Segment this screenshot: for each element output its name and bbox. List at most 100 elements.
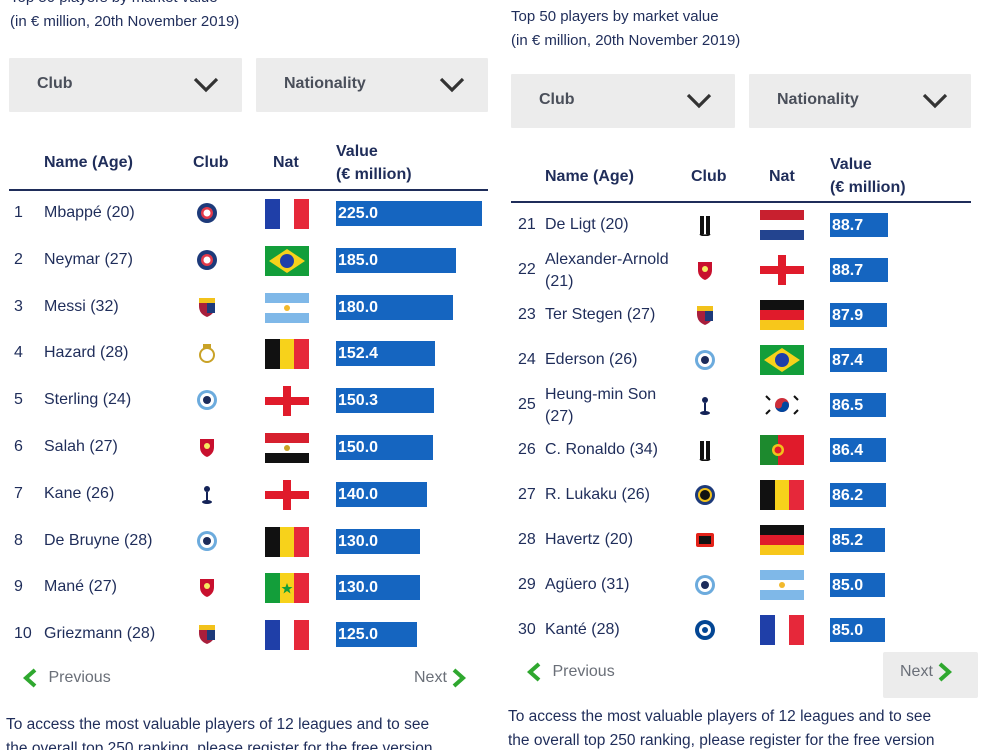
club-filter-dropdown[interactable]: Club [9, 58, 242, 112]
value-label: 185.0 [338, 251, 379, 269]
chevron-down-icon [439, 77, 465, 93]
player-name[interactable]: Kane (26) [44, 484, 115, 502]
flag-south-korea-icon [760, 390, 804, 420]
footnote-line-1: To access the most valuable players of 1… [508, 708, 932, 725]
row-rank: 28 [518, 531, 536, 548]
row-rank: 2 [14, 250, 23, 268]
player-name[interactable]: Havertz (20) [545, 529, 685, 551]
flag-france-icon [265, 620, 309, 651]
row-rank: 27 [518, 486, 536, 503]
previous-button[interactable]: Previous [526, 661, 615, 683]
table-row: 25 Heung-min Son (27) 86.5 [500, 383, 1000, 428]
player-name[interactable]: De Ligt (20) [545, 214, 685, 236]
player-name-line-1: Heung-min Son [545, 386, 657, 403]
player-name[interactable]: Ter Stegen (27) [545, 304, 685, 326]
flag-belgium-icon [760, 480, 804, 510]
value-bar: 87.9 [830, 303, 887, 327]
player-name[interactable]: Alexander-Arnold (21) [545, 249, 685, 293]
table-row: 2 Neymar (27) 185.0 [0, 238, 500, 284]
player-name[interactable]: Messi (32) [44, 297, 119, 315]
row-rank: 24 [518, 351, 536, 368]
table-row: 24 Ederson (26) 87.4 [500, 338, 1000, 383]
value-label: 125.0 [338, 626, 379, 644]
player-name[interactable]: Griezmann (28) [44, 625, 156, 643]
player-name[interactable]: Hazard (28) [44, 344, 129, 362]
column-header-club: Club [691, 168, 727, 185]
nationality-filter-label: Nationality [284, 75, 366, 92]
club-filter-label: Club [539, 91, 575, 108]
flag-brazil-icon [265, 245, 309, 276]
juventus-crest-icon [694, 214, 716, 237]
liverpool-crest-icon [196, 576, 218, 598]
player-name[interactable]: Ederson (26) [545, 349, 685, 371]
nationality-filter-dropdown[interactable]: Nationality [749, 74, 971, 128]
value-bar: 85.0 [830, 573, 885, 597]
header-divider [9, 189, 488, 191]
flag-argentina-icon [265, 292, 309, 323]
player-name[interactable]: Heung-min Son (27) [545, 384, 685, 428]
value-label: 88.7 [832, 262, 864, 279]
player-name-line-1: R. Lukaku (26) [545, 486, 650, 503]
barcelona-crest-icon [196, 623, 218, 645]
player-name[interactable]: Mané (27) [44, 578, 117, 596]
value-bar: 130.0 [336, 528, 420, 554]
leverkusen-crest-icon [694, 529, 716, 551]
row-rank: 1 [14, 204, 23, 221]
nationality-filter-label: Nationality [777, 91, 859, 108]
nationality-filter-dropdown[interactable]: Nationality [256, 58, 488, 112]
previous-label: Previous [552, 663, 615, 681]
row-rank: 25 [518, 396, 536, 413]
value-label: 85.0 [832, 577, 864, 594]
flag-egypt-icon [265, 433, 309, 463]
flag-england-icon [265, 479, 309, 510]
panel-subtitle: (in € million, 20th November 2019) [10, 13, 240, 30]
man-city-crest-icon [196, 530, 218, 552]
player-name[interactable]: C. Ronaldo (34) [545, 439, 685, 461]
man-city-crest-icon [694, 349, 716, 371]
next-button[interactable]: Next [883, 652, 978, 698]
column-header-name: Name (Age) [44, 154, 133, 171]
column-header-value: Value [336, 143, 378, 160]
row-rank: 29 [518, 576, 536, 593]
tottenham-crest-icon [694, 394, 716, 416]
flag-germany-icon [760, 525, 804, 555]
player-name-line-2: (21) [545, 273, 574, 290]
value-bar: 225.0 [336, 201, 482, 226]
table-row: 8 De Bruyne (28) 130.0 [0, 519, 500, 565]
club-filter-dropdown[interactable]: Club [511, 74, 735, 128]
chevron-left-icon [22, 668, 37, 688]
flag-portugal-icon [760, 435, 804, 465]
next-label: Next [900, 663, 933, 681]
psg-crest-icon [196, 249, 218, 271]
previous-button[interactable]: Previous [22, 667, 111, 689]
player-name[interactable]: R. Lukaku (26) [545, 484, 685, 506]
player-name[interactable]: Neymar (27) [44, 250, 133, 268]
club-filter-label: Club [37, 75, 73, 92]
player-name-line-1: C. Ronaldo (34) [545, 441, 658, 458]
panel-title: Top 50 players by market value [511, 8, 719, 25]
next-button[interactable]: Next [414, 667, 467, 689]
row-rank: 3 [14, 297, 23, 315]
player-name-line-1: Kanté (28) [545, 621, 620, 638]
table-row: 1 Mbappé (20) 225.0 [0, 191, 500, 237]
header-divider [511, 201, 971, 203]
column-header-value: Value [830, 156, 872, 173]
player-name[interactable]: Kanté (28) [545, 619, 685, 641]
player-name[interactable]: De Bruyne (28) [44, 531, 153, 549]
player-name[interactable]: Sterling (24) [44, 391, 132, 409]
flag-germany-icon [760, 300, 804, 330]
player-name[interactable]: Mbappé (20) [44, 204, 135, 221]
player-name[interactable]: Agüero (31) [545, 574, 685, 596]
player-name[interactable]: Salah (27) [44, 438, 118, 455]
value-label: 152.4 [338, 345, 379, 363]
value-label: 85.0 [832, 622, 864, 639]
liverpool-crest-icon [694, 259, 716, 281]
chevron-down-icon [922, 93, 948, 109]
panel-subtitle: (in € million, 20th November 2019) [511, 32, 741, 49]
value-label: 86.5 [832, 397, 864, 414]
flag-england-icon [760, 255, 804, 285]
table-row: 30 Kanté (28) 85.0 [500, 608, 1000, 653]
table-row: 27 R. Lukaku (26) 86.2 [500, 473, 1000, 518]
barcelona-crest-icon [694, 304, 716, 326]
player-name-line-1: Agüero (31) [545, 576, 630, 593]
